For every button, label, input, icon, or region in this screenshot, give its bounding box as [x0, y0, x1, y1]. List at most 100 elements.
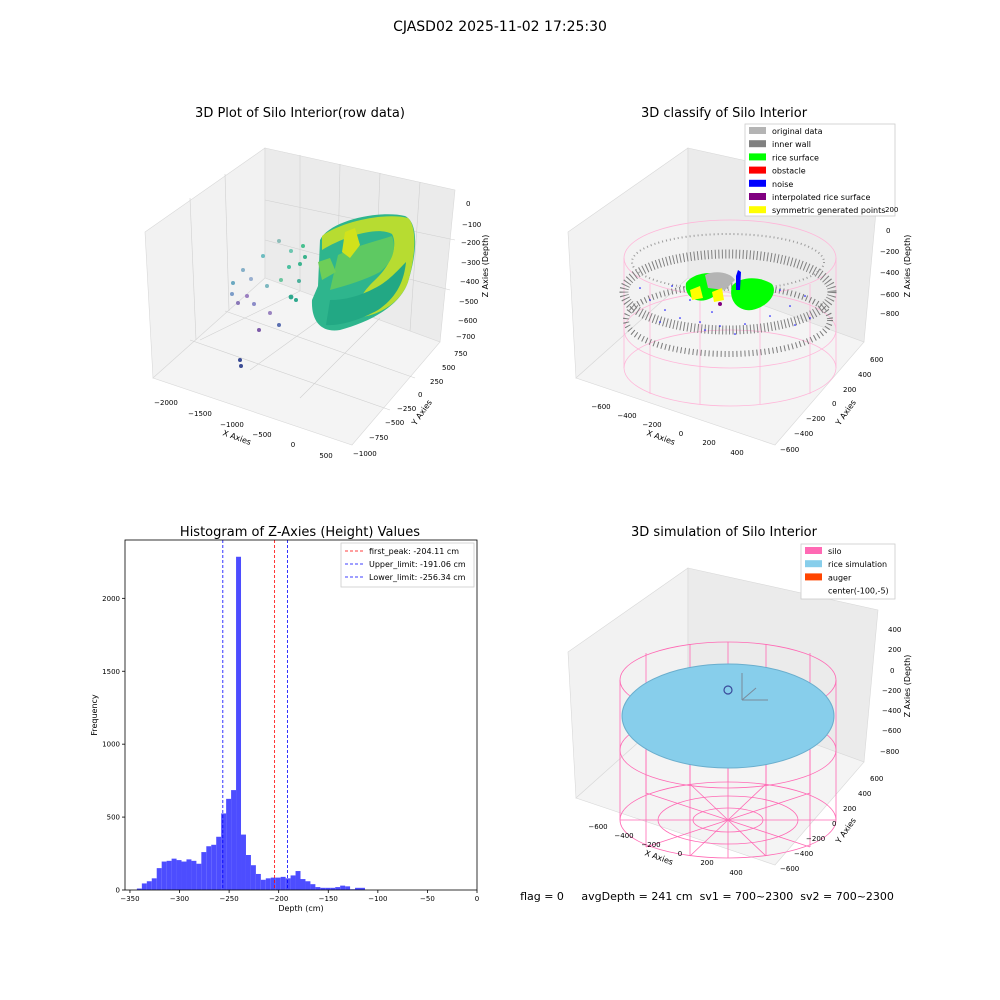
histogram-bar	[250, 865, 256, 890]
simulation-legend-label: rice simulation	[828, 560, 887, 569]
simulation-legend: silo rice simulation auger center(-100,-5)	[800, 543, 896, 600]
raw-ztick: −400	[460, 278, 479, 286]
classify-xticks: −600 −400 −200 0 200 400	[591, 403, 743, 457]
histogram-legend-label: first_peak: -204.11 cm	[369, 547, 459, 556]
simulation-xtick: 200	[700, 859, 713, 867]
histogram-xlabel: Depth (cm)	[278, 904, 323, 913]
raw-ytick: −1000	[353, 450, 377, 458]
raw-ztick: −500	[459, 298, 478, 306]
classify-noise-points	[639, 285, 811, 335]
classify-legend-label: rice surface	[772, 153, 819, 162]
simulation-xlabel: X Axies	[643, 848, 674, 867]
raw-xlabel: X Axies	[221, 428, 252, 447]
histogram-bar	[285, 878, 291, 890]
classify-zlabel: Z Axies (Depth)	[903, 235, 912, 298]
simulation-xtick: −600	[588, 823, 607, 831]
raw-zticks: 0 −100 −200 −300 −400 −500 −600 −700	[456, 200, 481, 341]
histogram-xticks: −350 −300 −250 −200 −150 −100 −50 0	[120, 890, 479, 903]
classify-legend-label: noise	[772, 180, 793, 189]
classify-title: 3D classify of Silo Interior	[641, 106, 808, 121]
histogram-bar	[330, 887, 336, 890]
classify-xtick: 400	[730, 449, 743, 457]
simulation-ytick: −600	[780, 865, 799, 873]
histogram-yticks: 0 500 1000 1500 2000	[102, 595, 125, 895]
histogram-bar	[136, 888, 142, 890]
simulation-ztick: 200	[888, 646, 901, 654]
histogram-bar	[270, 877, 276, 890]
simulation-ztick: −200	[882, 687, 901, 695]
histogram-bar	[151, 878, 157, 890]
simulation-rice-surface	[621, 663, 835, 769]
histogram-bar	[280, 876, 286, 890]
simulation-zlabel: Z Axies (Depth)	[903, 655, 912, 718]
raw-ztick: −700	[456, 333, 475, 341]
histogram-bar	[345, 886, 351, 890]
histogram-legend: first_peak: -204.11 cm Upper_limit: -191.…	[340, 542, 475, 588]
histogram-bar	[236, 556, 242, 890]
histogram-xtick-label: −200	[269, 895, 288, 903]
classify-legend-swatch	[749, 193, 766, 200]
histogram-ytick-label: 500	[107, 814, 120, 822]
histogram-xtick-label: −300	[170, 895, 189, 903]
simulation-legend-swatch	[805, 547, 822, 554]
classify-pane-floor	[575, 277, 865, 446]
raw-ytick: 750	[454, 350, 467, 358]
classify-ytick: −400	[794, 430, 813, 438]
simulation-legend-label: center(-100,-5)	[828, 587, 889, 596]
classify-legend-swatch	[749, 166, 766, 174]
classify-ztick: 200	[885, 206, 898, 214]
histogram-bar	[196, 863, 202, 890]
histogram-bar	[260, 879, 266, 890]
histogram-legend-box	[340, 542, 475, 588]
classify-ytick: −200	[806, 415, 825, 423]
simulation-legend-label: silo	[828, 547, 842, 556]
histogram-bar	[275, 877, 281, 890]
raw-xticks: −2000 −1500 −1000 −500 0 500	[154, 399, 333, 460]
histogram-xtick-label: −350	[120, 895, 139, 903]
classify-ytick: 0	[832, 400, 836, 408]
raw-ztick: −600	[458, 317, 477, 325]
simulation-xtick: 400	[729, 869, 742, 877]
raw-ztick: −300	[461, 259, 480, 267]
raw-ytick: 250	[430, 378, 443, 386]
histogram-bar	[355, 887, 360, 890]
classify-legend-swatch	[749, 127, 766, 134]
histogram-bar	[359, 887, 365, 890]
classify-legend-label: inner wall	[772, 140, 811, 149]
histogram-bar	[290, 875, 296, 890]
histogram-bar	[265, 878, 271, 890]
simulation-ytick: 400	[858, 790, 871, 798]
histogram-xtick-label: −150	[319, 895, 338, 903]
simulation-title: 3D simulation of Silo Interior	[631, 525, 818, 540]
histogram-bar	[335, 887, 341, 890]
histogram-ytick-label: 1500	[102, 668, 120, 676]
classify-ytick: 400	[858, 371, 871, 379]
histogram-bar	[181, 861, 187, 890]
panel-classify-3d: 3D classify of Silo Interior	[567, 106, 912, 457]
simulation-yticks: 600 400 200 0 −200 −400 −600	[780, 775, 883, 873]
histogram-bar	[156, 868, 162, 890]
histogram-bar	[255, 873, 261, 890]
histogram-bar	[216, 836, 222, 890]
raw-ytick: −250	[397, 405, 416, 413]
simulation-ytick: 0	[832, 820, 836, 828]
simulation-xtick: −200	[641, 841, 660, 849]
classify-silo-wireframe	[623, 219, 837, 407]
histogram-xtick-label: −250	[219, 895, 238, 903]
simulation-zticks: 400 200 0 −200 −400 −600 −800	[880, 626, 901, 756]
classify-xtick: 200	[702, 439, 715, 447]
raw-ytick: −500	[385, 419, 404, 427]
histogram-bar	[226, 798, 232, 890]
simulation-xtick: 0	[678, 850, 682, 858]
simulation-ylabel: Y Axies	[833, 816, 858, 846]
classify-ytick: 200	[843, 386, 856, 394]
raw-xtick: −1000	[220, 421, 244, 429]
histogram-bar	[325, 887, 331, 890]
simulation-ztick: −800	[880, 748, 899, 756]
raw-ztick: −100	[462, 221, 481, 229]
histogram-bars	[136, 556, 365, 890]
classify-legend-label: obstacle	[772, 167, 806, 176]
classify-xlabel: X Axies	[645, 428, 676, 447]
histogram-bar	[146, 881, 152, 890]
raw-ring-surface	[311, 214, 416, 331]
